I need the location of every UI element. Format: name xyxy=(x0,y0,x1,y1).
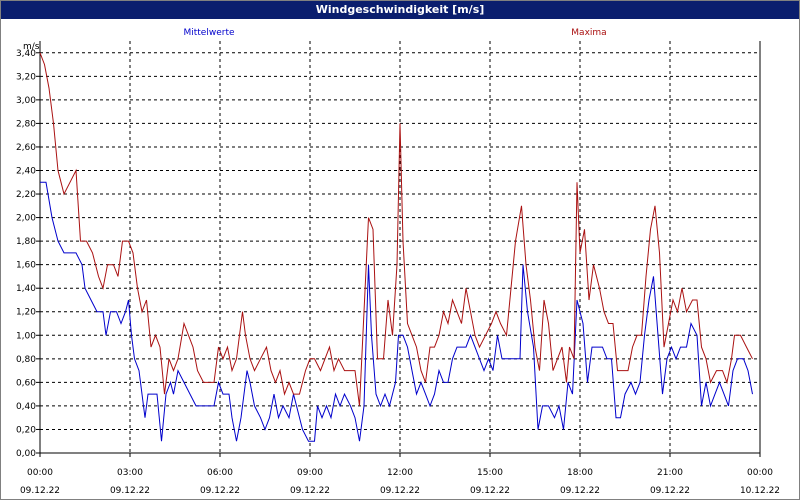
x-tick-time-label: 15:00 xyxy=(477,468,503,478)
x-tick-date-label: 09.12.22 xyxy=(380,486,420,496)
x-axis-tick-labels: 00:00 09.12.22 03:00 09.12.22 06:00 09.12.22 0… xyxy=(20,468,780,496)
y-tick-label: 0,40 xyxy=(16,402,36,412)
x-tick-time-label: 12:00 xyxy=(387,468,413,478)
y-axis-unit-label: m/s xyxy=(23,42,40,52)
y-tick-label: 3,00 xyxy=(16,96,36,106)
series-line-maxima xyxy=(39,52,753,406)
x-tick-date-label: 09.12.22 xyxy=(560,486,600,496)
x-tick-time-label: 00:00 xyxy=(747,468,773,478)
y-tick-label: 2,40 xyxy=(16,166,36,176)
y-axis-tick-labels: 0,00 0,20 0,40 0,60 0,80 1,00 1,20 1,40 1,60 1,80… xyxy=(16,49,36,459)
y-tick-label: 2,20 xyxy=(16,190,36,200)
x-tick-date-label: 09.12.22 xyxy=(20,486,60,496)
legend-entry-mittelwerte: Mittelwerte xyxy=(183,28,234,38)
y-tick-label: 2,00 xyxy=(16,214,36,224)
series-lines xyxy=(39,52,753,442)
legend-entry-maxima: Maxima xyxy=(571,28,606,38)
x-tick-time-label: 03:00 xyxy=(117,468,143,478)
x-tick-date-label: 10.12.22 xyxy=(740,486,780,496)
y-tick-label: 0,80 xyxy=(16,355,36,365)
x-tick-time-label: 18:00 xyxy=(567,468,593,478)
y-tick-label: 1,60 xyxy=(16,261,36,271)
y-tick-label: 2,80 xyxy=(16,119,36,129)
x-tick-date-label: 09.12.22 xyxy=(110,486,150,496)
y-tick-label: 1,80 xyxy=(16,237,36,247)
chart-title: Windgeschwindigkeit [m/s] xyxy=(1,1,799,19)
x-tick-time-label: 09:00 xyxy=(297,468,323,478)
y-tick-label: 1,20 xyxy=(16,308,36,318)
x-tick-date-label: 09.12.22 xyxy=(290,486,330,496)
y-tick-label: 0,00 xyxy=(16,449,36,459)
y-tick-label: 3,40 xyxy=(16,49,36,59)
x-tick-date-label: 09.12.22 xyxy=(200,486,240,496)
y-tick-label: 1,40 xyxy=(16,284,36,294)
grid-lines xyxy=(36,41,761,457)
x-tick-date-label: 09.12.22 xyxy=(650,486,690,496)
x-tick-time-label: 21:00 xyxy=(657,468,683,478)
y-tick-label: 3,20 xyxy=(16,72,36,82)
series-line-mittelwerte xyxy=(40,181,753,442)
y-tick-label: 2,60 xyxy=(16,143,36,153)
x-tick-time-label: 06:00 xyxy=(207,468,233,478)
y-tick-label: 0,60 xyxy=(16,378,36,388)
x-tick-date-label: 09.12.22 xyxy=(470,486,510,496)
y-tick-label: 1,00 xyxy=(16,331,36,341)
x-tick-time-label: 00:00 xyxy=(27,468,53,478)
y-tick-label: 0,20 xyxy=(16,425,36,435)
